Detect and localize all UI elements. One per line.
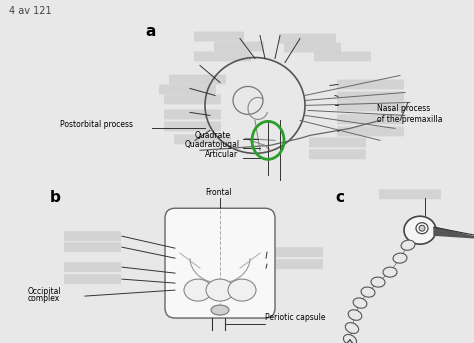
Ellipse shape [344,334,356,343]
Text: Periotic capsule: Periotic capsule [265,313,326,322]
FancyBboxPatch shape [309,137,366,147]
FancyBboxPatch shape [194,32,244,42]
FancyBboxPatch shape [337,102,404,111]
Polygon shape [434,227,474,238]
FancyBboxPatch shape [169,74,226,84]
Ellipse shape [393,253,407,263]
FancyBboxPatch shape [266,259,323,269]
Ellipse shape [353,298,367,308]
FancyBboxPatch shape [337,115,404,125]
Text: Occipital: Occipital [28,287,62,296]
Ellipse shape [404,216,436,244]
Text: a: a [145,24,155,38]
FancyBboxPatch shape [309,149,366,159]
FancyBboxPatch shape [337,92,404,102]
Text: Articular: Articular [205,150,238,159]
Ellipse shape [383,267,397,277]
FancyBboxPatch shape [164,94,221,104]
Ellipse shape [348,310,362,320]
FancyBboxPatch shape [379,189,441,199]
Text: b: b [50,190,61,205]
Ellipse shape [371,277,385,287]
Text: Postorbital process: Postorbital process [60,120,133,129]
Ellipse shape [228,279,256,301]
Ellipse shape [416,223,428,234]
FancyBboxPatch shape [266,247,323,257]
FancyBboxPatch shape [64,231,121,241]
FancyBboxPatch shape [284,43,341,52]
FancyBboxPatch shape [164,109,221,119]
FancyBboxPatch shape [279,34,336,44]
Text: Frontal: Frontal [205,188,232,197]
FancyBboxPatch shape [64,262,121,272]
FancyBboxPatch shape [164,121,221,131]
Text: complex: complex [28,294,60,303]
Text: Quadratojugal: Quadratojugal [185,140,240,149]
Ellipse shape [184,279,212,301]
Ellipse shape [211,305,229,315]
Text: 4 av 121: 4 av 121 [9,6,52,16]
Ellipse shape [419,225,425,231]
FancyBboxPatch shape [64,242,121,252]
FancyBboxPatch shape [314,51,371,61]
FancyBboxPatch shape [194,51,251,61]
Text: Quadrate: Quadrate [195,131,231,140]
Ellipse shape [206,279,234,301]
Ellipse shape [361,287,375,297]
FancyBboxPatch shape [337,126,404,137]
Ellipse shape [346,323,359,333]
FancyBboxPatch shape [159,84,216,94]
Ellipse shape [401,240,415,250]
FancyBboxPatch shape [174,134,231,144]
FancyBboxPatch shape [214,42,264,51]
FancyBboxPatch shape [337,80,404,90]
FancyBboxPatch shape [64,274,121,284]
Text: c: c [335,190,344,205]
Text: Nasal process
of the premaxilla: Nasal process of the premaxilla [377,104,443,125]
FancyBboxPatch shape [165,208,275,318]
